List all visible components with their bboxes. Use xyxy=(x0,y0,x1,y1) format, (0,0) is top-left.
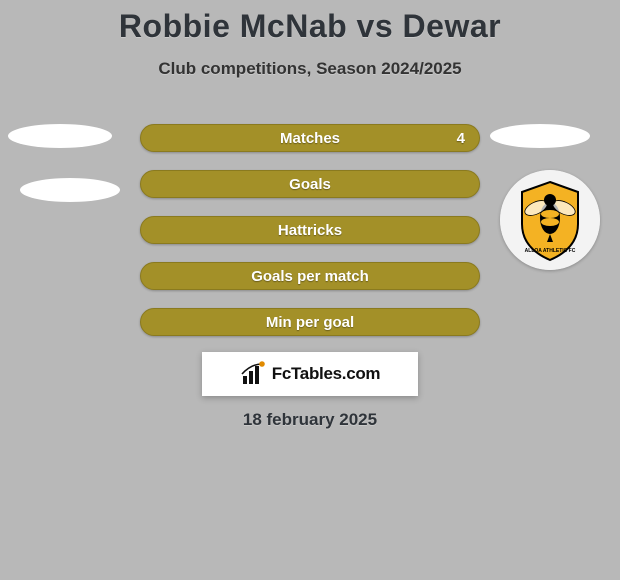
stat-row: Matches 4 xyxy=(140,124,480,152)
stat-row: Hattricks xyxy=(140,216,480,244)
stat-label: Goals per match xyxy=(251,268,369,285)
svg-text:ALLOA ATHLETIC FC: ALLOA ATHLETIC FC xyxy=(525,248,576,254)
stat-row: Goals per match xyxy=(140,262,480,290)
logo-text: FcTables.com xyxy=(272,364,381,384)
bar-chart-icon xyxy=(240,361,266,387)
stat-label: Hattricks xyxy=(278,222,342,239)
page-title: Robbie McNab vs Dewar xyxy=(0,0,620,45)
stat-row: Min per goal xyxy=(140,308,480,336)
club-badge-placeholder xyxy=(20,178,120,202)
stat-value: 4 xyxy=(457,130,465,147)
club-badge-placeholder xyxy=(490,124,590,148)
stat-label: Matches xyxy=(280,130,340,147)
stat-label: Min per goal xyxy=(266,314,354,331)
subtitle: Club competitions, Season 2024/2025 xyxy=(0,59,620,79)
fctables-logo: FcTables.com xyxy=(202,352,418,396)
club-badge-placeholder xyxy=(8,124,112,148)
alloa-athletic-crest: ALLOA ATHLETIC FC xyxy=(500,170,600,270)
stat-row: Goals xyxy=(140,170,480,198)
stat-label: Goals xyxy=(289,176,331,193)
snapshot-date: 18 february 2025 xyxy=(0,410,620,430)
